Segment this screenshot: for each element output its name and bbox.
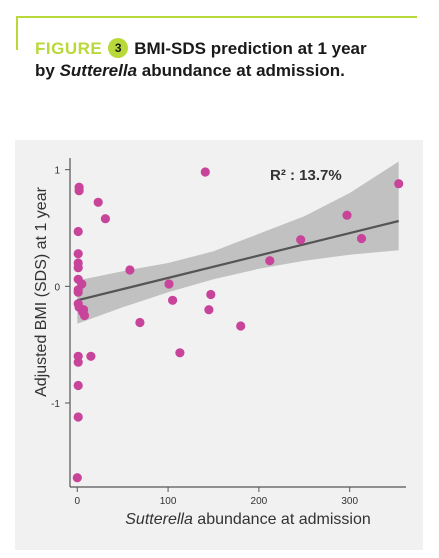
x-axis-title-genus: Sutterella [125, 511, 193, 528]
r-squared-annotation: R² : 13.7% [270, 167, 342, 184]
data-point [77, 279, 87, 289]
data-point [356, 233, 367, 244]
data-point [164, 279, 174, 289]
figure-title-line-1: FIGURE 3 BMI-SDS prediction at 1 year [35, 38, 425, 60]
figure-number-badge: 3 [108, 38, 129, 58]
figure-title-genus: Sutterella [59, 61, 138, 80]
figure-title-line-2: by Sutterella abundance at admission. [35, 60, 425, 82]
data-point [342, 210, 352, 220]
data-point [135, 317, 145, 328]
y-tick-label: 1 [54, 166, 60, 177]
x-axis-title: Sutterella abundance at admission [125, 511, 371, 528]
data-point [125, 265, 135, 275]
data-point [394, 179, 404, 189]
data-point [73, 412, 83, 422]
data-point [74, 186, 84, 196]
figure-label: FIGURE [35, 39, 103, 58]
accent-rule-vertical [16, 16, 18, 50]
data-point [175, 348, 185, 358]
confidence-band [77, 161, 399, 324]
scatter-chart: 0 100 200 300 1 0 -1 R² : 13.7% Adjusted BMI (… [33, 158, 406, 528]
x-tick-label: 100 [160, 496, 177, 507]
data-point [296, 235, 306, 245]
data-point [236, 321, 246, 331]
trend-line [77, 219, 399, 302]
figure-title-main: BMI-SDS prediction at 1 year [134, 39, 367, 58]
data-point [72, 473, 82, 483]
x-axis-title-rest: abundance at admission [193, 511, 371, 528]
data-point [265, 256, 275, 266]
y-axis-title: Adjusted BMI (SDS) at 1 year [33, 186, 50, 397]
data-point [86, 351, 96, 361]
data-point [73, 380, 83, 391]
accent-rule-horizontal [16, 16, 417, 18]
figure-title-suffix: abundance at admission. [137, 61, 345, 80]
data-point [100, 214, 110, 224]
data-point [73, 226, 83, 237]
data-point [200, 167, 210, 177]
data-point [93, 197, 103, 207]
data-point [206, 289, 216, 300]
x-tick-label: 300 [341, 496, 358, 507]
x-tick-label: 200 [251, 496, 268, 507]
data-point [73, 357, 83, 367]
data-point [78, 307, 88, 317]
confidence-band-layer [77, 161, 399, 324]
y-tick-label: 0 [54, 282, 60, 293]
trend-line-layer [77, 219, 399, 302]
x-tick-label: 0 [74, 496, 80, 507]
figure-title-prefix: by [35, 61, 60, 80]
data-point [73, 263, 83, 273]
y-tick-label: -1 [51, 399, 60, 410]
data-point [73, 249, 83, 259]
data-point [168, 295, 178, 305]
axes: 0 100 200 300 1 0 -1 [51, 158, 406, 507]
figure-header: FIGURE 3 BMI-SDS prediction at 1 year by S… [35, 38, 425, 82]
data-points [72, 167, 404, 483]
data-point [204, 305, 214, 315]
chart-panel: 0 100 200 300 1 0 -1 R² : 13.7% Adjusted BMI (… [15, 140, 423, 550]
